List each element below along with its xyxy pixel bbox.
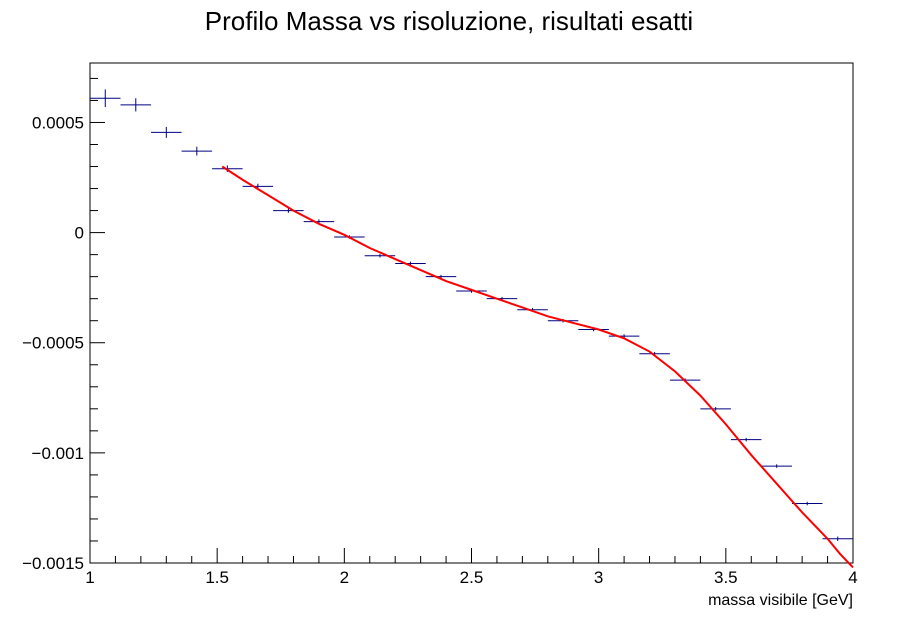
x-tick-label: 3.5 (714, 568, 738, 587)
x-axis-ticks (89, 548, 854, 563)
profile-point (90, 89, 121, 108)
x-tick-label: 1.5 (205, 568, 229, 587)
fit-curve (221, 165, 854, 569)
y-tick-label: −0.001 (32, 444, 84, 463)
chart-title: Profilo Massa vs risoluzione, risultati … (205, 6, 693, 36)
x-tick-label: 2.5 (460, 568, 484, 587)
profile-point (364, 253, 396, 258)
x-axis-label: massa visibile [GeV] (708, 592, 853, 609)
profile-point (273, 208, 304, 213)
y-tick-label: 0.0005 (32, 113, 84, 132)
profile-point (181, 146, 213, 156)
x-tick-label: 2 (340, 568, 349, 587)
x-tick-label: 1 (85, 568, 94, 587)
profile-points (90, 89, 853, 541)
profile-point (700, 407, 731, 411)
plot-frame (89, 62, 854, 564)
profile-point (151, 126, 182, 138)
y-axis-ticks (90, 77, 105, 564)
y-axis-tick-labels: −0.0015 −0.001 −0.0005 0 0.0005 (22, 113, 84, 573)
x-tick-label: 3 (594, 568, 603, 587)
y-tick-label: 0 (75, 224, 84, 243)
y-tick-label: −0.0015 (22, 554, 84, 573)
profile-point (761, 464, 792, 468)
x-axis-tick-labels: 1 1.5 2 2.5 3 3.5 4 (85, 568, 857, 587)
profile-point (791, 501, 823, 506)
profile-point (730, 437, 762, 442)
profile-point (120, 98, 152, 112)
x-tick-label: 4 (848, 568, 857, 587)
y-tick-label: −0.0005 (22, 334, 84, 353)
